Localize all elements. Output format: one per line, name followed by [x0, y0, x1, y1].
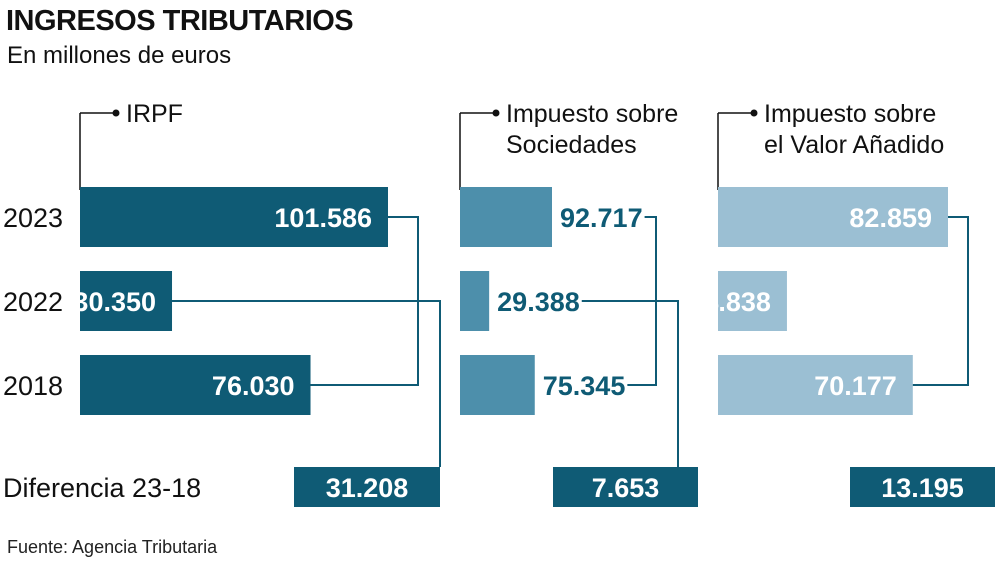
panel-2-header-dot: [492, 109, 500, 117]
panel-1-header-text: IRPF: [126, 100, 183, 128]
panel-1-connector-2022-diff: [172, 300, 441, 467]
panel-3-bar-2023: [718, 187, 948, 247]
panel-3-header-text: el Valor Añadido: [764, 131, 944, 159]
difference-row-label: Diferencia 23-18: [3, 473, 201, 503]
panel-3-header-dot: [750, 109, 758, 117]
panel-1-bar-2022: [80, 271, 173, 331]
panel-3-bar-2022: [718, 271, 787, 331]
panel-2-bar-2022: [460, 271, 490, 331]
panel-3-connector-2023-2018: [912, 216, 969, 386]
panel-2-value-label-2022: 29.388: [497, 287, 580, 317]
panel-2-connector-2022-diff: [581, 300, 679, 467]
panel-3-value-label-2022: 24.838: [688, 287, 771, 317]
chart-title: INGRESOS TRIBUTARIOS: [6, 5, 354, 37]
panel-1-difference-label: 31.208: [326, 473, 409, 503]
panel-2-bar-2018: [460, 355, 535, 415]
panel-3-value-label-2023: 82.859: [849, 203, 932, 233]
panel-1-value-label-2018: 76.030: [212, 371, 295, 401]
year-label-2022: 2022: [3, 287, 63, 317]
panel-1-difference-box: [294, 467, 440, 507]
panel-2-difference-box: [553, 467, 698, 507]
panel-3-header-text: Impuesto sobre: [764, 100, 936, 128]
panel-3-bar-2018: [718, 355, 913, 415]
source-note: Fuente: Agencia Tributaria: [7, 537, 218, 557]
panel-3-difference-box: [850, 467, 995, 507]
panel-2-header-text: Sociedades: [506, 131, 637, 159]
chart-area: 2023 2022 2018 Diferencia 23-18 IRPF 101.586 3…: [3, 100, 995, 507]
panel-2-value-label-2018: 75.345: [543, 371, 626, 401]
panel-2-value-label-2023: 92.717: [560, 203, 643, 233]
year-label-2023: 2023: [3, 203, 63, 233]
panel-1-bar-2018: [80, 355, 311, 415]
panel-1-header-dot: [112, 109, 120, 117]
panel-1-value-label-2022: 30.350: [73, 287, 156, 317]
chart-subtitle: En millones de euros: [7, 42, 232, 69]
year-label-2018: 2018: [3, 371, 63, 401]
panel-3-difference-label: 13.195: [881, 473, 964, 503]
panel-2-bar-2023: [460, 187, 552, 247]
panel-2-header-text: Impuesto sobre: [506, 100, 678, 128]
panel-2-difference-label: 7.653: [592, 473, 660, 503]
panel-1-bar-2023: [80, 187, 388, 247]
panel-3-value-label-2018: 70.177: [814, 371, 897, 401]
panel-1-value-label-2023: 101.586: [274, 203, 372, 233]
